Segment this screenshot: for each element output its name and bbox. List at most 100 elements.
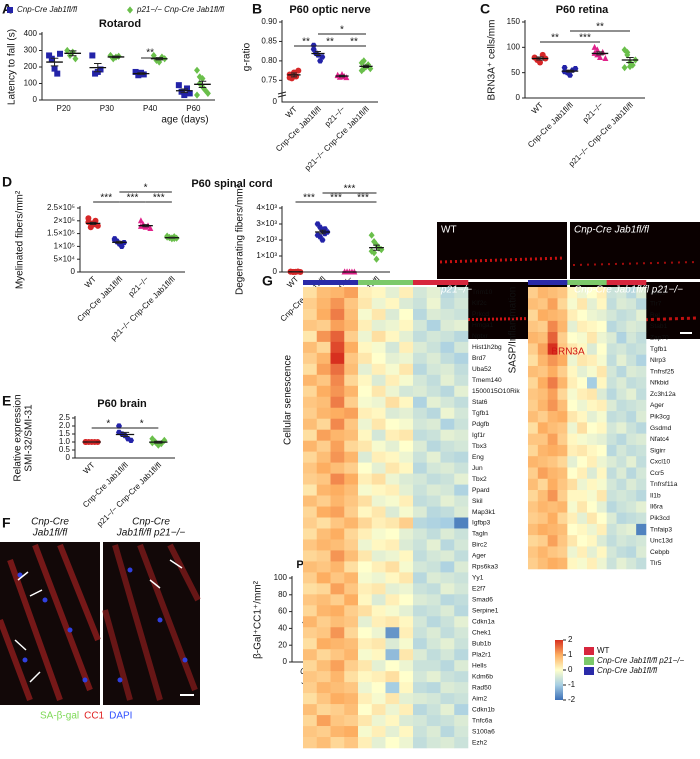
heat-cell	[316, 462, 331, 474]
heat-cell	[606, 388, 617, 401]
heat-cell	[385, 605, 400, 617]
heat-cell	[454, 660, 469, 672]
heat-cell	[440, 407, 455, 420]
heat-cell	[557, 535, 568, 547]
row-label: Prkcd	[472, 311, 489, 318]
y-axis-label: g-ratio	[242, 42, 253, 71]
heat-cell	[616, 320, 627, 333]
heat-cell	[454, 407, 469, 420]
heat-cell	[426, 528, 441, 540]
heat-cell	[426, 440, 441, 452]
heat-cell	[426, 374, 441, 387]
heat-cell	[316, 418, 331, 430]
y-tick-label: 0	[516, 93, 521, 102]
point	[594, 46, 601, 53]
heat-cell	[330, 418, 345, 430]
heat-cell	[413, 572, 428, 584]
heat-cell	[330, 429, 345, 441]
error-bar	[363, 64, 369, 68]
heat-cell	[616, 557, 627, 570]
heat-cell	[547, 501, 558, 513]
row-label: E2f7	[472, 586, 486, 593]
heat-cell	[440, 352, 455, 365]
heat-cell	[596, 535, 607, 547]
heat-cell	[557, 399, 568, 412]
heat-cell	[399, 506, 414, 518]
heat-cell	[330, 517, 345, 529]
heat-cell	[330, 704, 345, 716]
heat-cell	[626, 501, 637, 513]
heat-cell	[303, 407, 318, 420]
heat-cell	[440, 396, 455, 409]
heat-cell	[587, 343, 598, 355]
heat-cell	[399, 418, 414, 430]
heat-cell	[567, 411, 578, 423]
point	[149, 435, 156, 443]
row-label: Map3k1	[472, 509, 496, 516]
heat-cell	[557, 433, 568, 446]
x-axis-label: age (days)	[161, 115, 208, 126]
heat-cell	[440, 682, 455, 694]
point	[204, 89, 211, 97]
row-label: Pla2r1	[472, 651, 491, 658]
heat-cell	[385, 363, 400, 376]
heat-cell	[547, 309, 558, 322]
heat-cell	[440, 506, 455, 518]
y-tick-label: 0.85	[261, 37, 277, 46]
heat-cell	[330, 726, 345, 738]
heat-cell	[557, 309, 568, 322]
heat-cell	[557, 490, 568, 502]
heat-cell	[330, 484, 345, 496]
heat-cell	[344, 297, 359, 310]
heat-cell	[596, 309, 607, 322]
colorbar-label: 1	[568, 650, 573, 659]
heat-cell	[440, 462, 455, 474]
heat-cell	[528, 523, 539, 536]
axis-break	[277, 91, 287, 98]
heat-cell	[399, 440, 414, 452]
heat-cell	[616, 332, 627, 344]
heat-cell	[303, 308, 318, 321]
heat-cell	[385, 352, 400, 365]
heat-cell	[587, 309, 598, 322]
point	[89, 52, 96, 59]
heat-cell	[454, 352, 469, 365]
heat-cell	[413, 605, 428, 617]
y-tick-label: 300	[24, 46, 38, 55]
heat-cell	[616, 422, 627, 434]
heat-cell	[616, 343, 627, 355]
heat-cell	[537, 501, 548, 513]
heat-cell	[358, 287, 373, 299]
heat-cell	[547, 388, 558, 401]
point	[286, 74, 293, 81]
heat-cell	[440, 473, 455, 485]
heat-cell	[330, 385, 345, 398]
heat-cell	[413, 418, 428, 430]
heat-cell	[454, 528, 469, 540]
heat-cell	[440, 451, 455, 463]
heat-cell	[371, 462, 386, 474]
heat-cell	[413, 429, 428, 441]
heat-cell	[385, 682, 400, 694]
row-label: Nlrp3	[650, 357, 666, 364]
heat-cell	[440, 583, 455, 595]
heat-cell	[371, 352, 386, 365]
heat-cell	[399, 484, 414, 496]
heat-cell	[358, 682, 373, 694]
heat-cell	[440, 528, 455, 540]
heat-cell	[577, 320, 588, 333]
heat-cell	[385, 704, 400, 716]
heat-cell	[413, 693, 428, 705]
heat-cell	[344, 418, 359, 430]
group-bar	[426, 280, 441, 285]
heat-cell	[547, 422, 558, 434]
heat-cell	[626, 490, 637, 502]
heat-cell	[537, 478, 548, 491]
heat-cell	[577, 287, 588, 299]
heat-cell	[636, 490, 647, 502]
point	[64, 46, 71, 55]
heat-cell	[616, 354, 627, 367]
heat-cell	[636, 332, 647, 344]
heat-cell	[330, 627, 345, 639]
heat-cell	[626, 433, 637, 446]
